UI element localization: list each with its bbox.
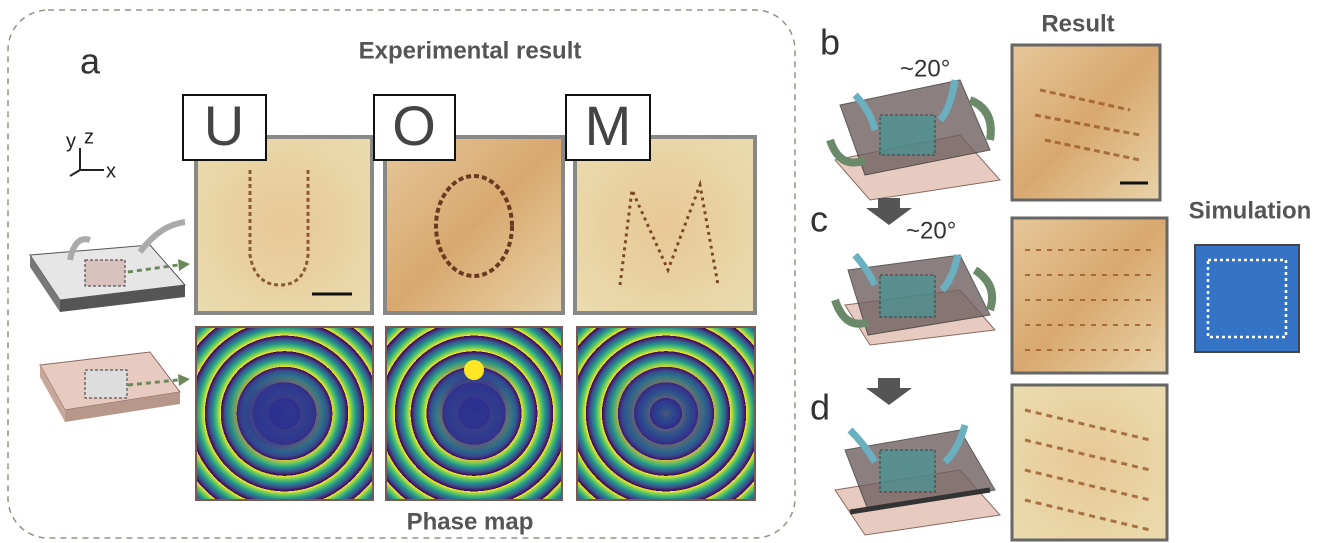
device-flat: [835, 425, 1000, 535]
angle-label: ~20°: [906, 217, 956, 244]
simulation-image: [1195, 245, 1299, 352]
result-image: [1012, 45, 1160, 200]
caption: Phase map: [407, 508, 534, 535]
letter: M: [585, 94, 632, 157]
device-glass: [30, 222, 185, 312]
panel-label: b: [820, 22, 840, 63]
phase-map: [577, 327, 755, 500]
column-title: Simulation: [1189, 197, 1312, 224]
phase-map: [386, 327, 562, 500]
angle-label: ~20°: [900, 55, 950, 82]
device-tilted: [835, 255, 995, 345]
column-title: Result: [1041, 10, 1114, 37]
panel-label: a: [80, 41, 101, 82]
axis-label: x: [106, 160, 116, 182]
letter: O: [392, 94, 436, 157]
down-arrow: [866, 378, 912, 405]
device-tilted: [830, 80, 1000, 200]
arrow: [178, 259, 190, 271]
axis-label: z: [84, 126, 94, 148]
result-image: [1012, 218, 1167, 373]
arrow: [178, 374, 190, 386]
panel-title: Experimental result: [359, 37, 582, 64]
letter: U: [204, 94, 244, 157]
figure: a Experimental result y z x U O M Phase …: [0, 0, 1319, 543]
device-base: [40, 352, 180, 422]
experimental-image: [575, 137, 755, 313]
experimental-image: [196, 137, 372, 313]
phase-map: [196, 327, 373, 500]
result-image: [1012, 385, 1167, 540]
experimental-image: [385, 137, 563, 313]
panel-label: d: [810, 387, 830, 428]
panel-label: c: [810, 199, 828, 240]
axis-label: y: [66, 130, 76, 152]
